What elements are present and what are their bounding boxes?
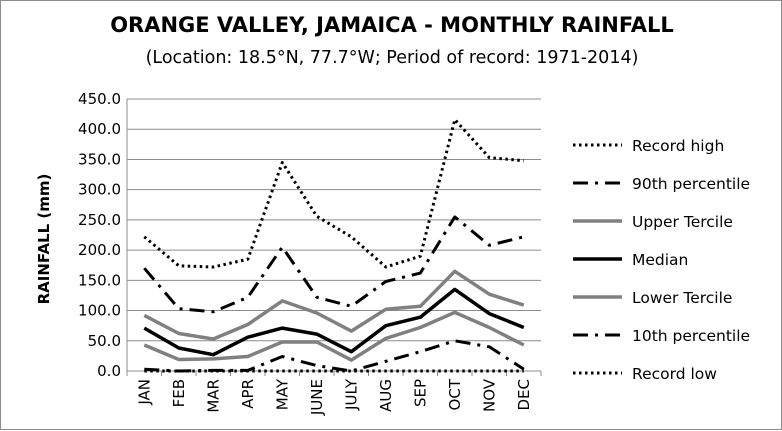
series-lines <box>143 118 525 373</box>
y-axis-label: RAINFALL (mm) <box>35 174 53 305</box>
y-tick-label: 350.0 <box>78 150 121 168</box>
x-tick-label: JUNE <box>308 379 326 416</box>
legend: Record high 90th percentile Upper Tercile M… <box>573 137 750 383</box>
series-line-3 <box>143 287 525 357</box>
x-tick-label: MAY <box>273 378 291 410</box>
x-tick-label: APR <box>239 379 257 409</box>
legend-label: Record high <box>632 137 724 155</box>
x-tick-label: DEC <box>515 379 533 411</box>
x-tick-label: NOV <box>480 378 498 412</box>
y-tick-label: 100.0 <box>78 302 121 320</box>
legend-label: Median <box>632 251 688 269</box>
y-tick-label: 450.0 <box>78 90 121 108</box>
x-tick-label: FEB <box>170 379 188 407</box>
chart-subtitle: (Location: 18.5°N, 77.7°W; Period of rec… <box>146 48 639 68</box>
y-tick-label: 400.0 <box>78 120 121 138</box>
y-tick-label: 50.0 <box>88 332 121 350</box>
x-tick-label: AUG <box>377 379 395 412</box>
series-line-0 <box>143 118 524 269</box>
legend-label: 10th percentile <box>632 327 750 345</box>
x-tick-label: OCT <box>446 378 464 410</box>
x-tick-label: JULY <box>342 378 360 411</box>
x-tick-label: MAR <box>204 379 222 413</box>
axes: 0.0 50.0 100.0 150.0 200.0 250.0 300.0 350.0 400… <box>78 90 542 416</box>
legend-label: Upper Tercile <box>632 213 733 231</box>
legend-label: Record low <box>632 365 717 383</box>
chart-title: ORANGE VALLEY, JAMAICA - MONTHLY RAINFAL… <box>110 13 674 37</box>
series-line-1 <box>143 215 525 314</box>
y-tick-label: 150.0 <box>78 271 121 289</box>
series-line-5 <box>144 339 525 373</box>
x-tick-label: SEP <box>411 379 429 407</box>
series-line-4 <box>143 310 525 362</box>
y-tick-label: 0.0 <box>97 362 121 380</box>
y-tick-label: 300.0 <box>78 181 121 199</box>
legend-label: 90th percentile <box>632 175 750 193</box>
series-line-2 <box>143 269 525 341</box>
y-tick-label: 200.0 <box>78 241 121 259</box>
y-tick-label: 250.0 <box>78 211 121 229</box>
legend-label: Lower Tercile <box>632 289 732 307</box>
x-tick-label: JAN <box>135 379 153 406</box>
